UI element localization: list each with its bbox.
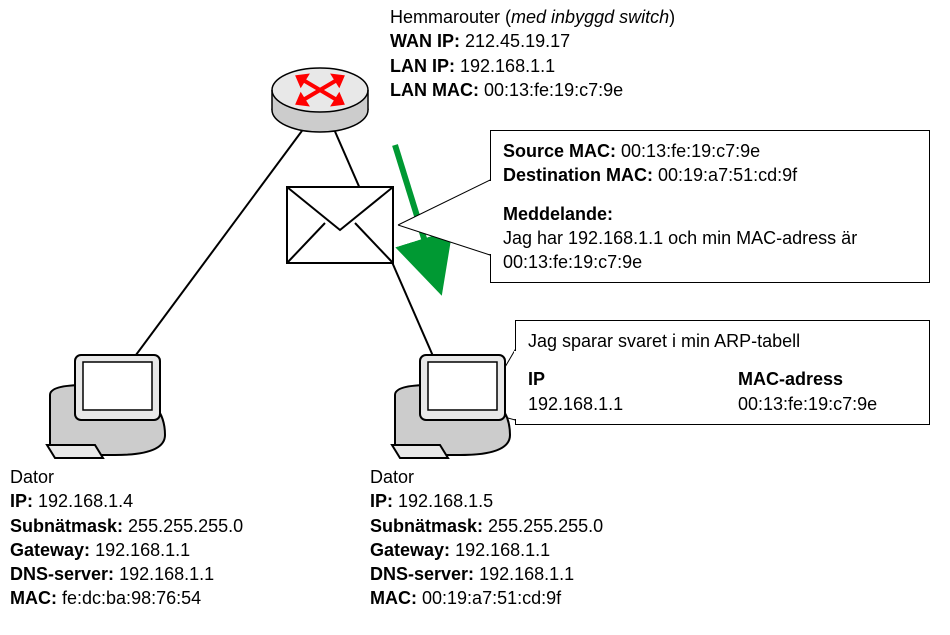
pc-left-info: Dator IP: 192.168.1.4 Subnätmask: 255.25… (10, 465, 243, 611)
pc-left-mac-label: MAC: (10, 588, 57, 608)
pc-left-dns-label: DNS-server: (10, 564, 114, 584)
pc-left-gw: 192.168.1.1 (95, 540, 190, 560)
pc-left-title: Dator (10, 465, 243, 489)
computer-right-icon (390, 350, 520, 460)
pc-right-title: Dator (370, 465, 603, 489)
pc-right-dns: 192.168.1.1 (479, 564, 574, 584)
pc-left-gw-label: Gateway: (10, 540, 90, 560)
pc-left-subnet-label: Subnätmask: (10, 516, 123, 536)
pc-left-ip-label: IP: (10, 491, 33, 511)
pc-right-mac-label: MAC: (370, 588, 417, 608)
computer-left-icon (45, 350, 175, 460)
pc-left-mac: fe:dc:ba:98:76:54 (62, 588, 201, 608)
pc-right-ip-label: IP: (370, 491, 393, 511)
pc-right-dns-label: DNS-server: (370, 564, 474, 584)
pc-left-subnet: 255.255.255.0 (128, 516, 243, 536)
pc-right-subnet: 255.255.255.0 (488, 516, 603, 536)
pc-right-mac: 00:19:a7:51:cd:9f (422, 588, 561, 608)
pc-right-gw-label: Gateway: (370, 540, 450, 560)
pc-left-dns: 192.168.1.1 (119, 564, 214, 584)
pc-right-subnet-label: Subnätmask: (370, 516, 483, 536)
pc-right-gw: 192.168.1.1 (455, 540, 550, 560)
pc-left-ip: 192.168.1.4 (38, 491, 133, 511)
pc-right-info: Dator IP: 192.168.1.5 Subnätmask: 255.25… (370, 465, 603, 611)
pc-right-ip: 192.168.1.5 (398, 491, 493, 511)
